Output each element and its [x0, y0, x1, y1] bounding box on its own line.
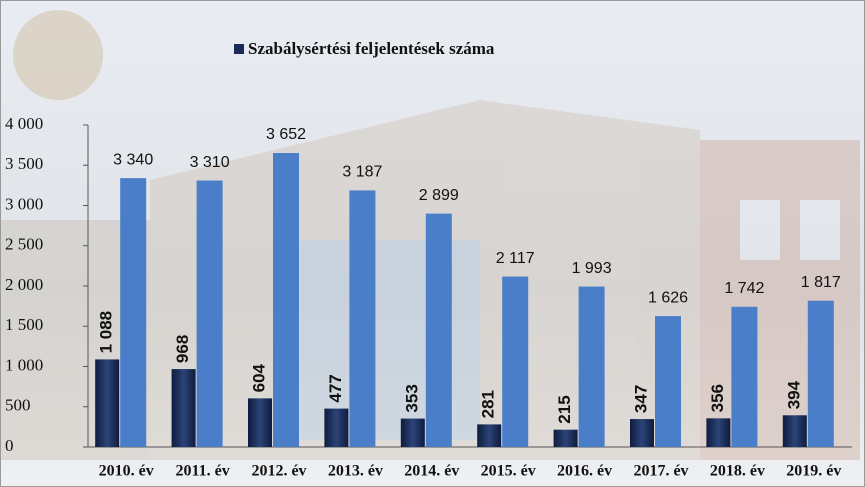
- x-tick-label: 2013. év: [328, 463, 383, 480]
- x-tick-label: 2019. év: [786, 463, 841, 480]
- x-tick-label: 2016. év: [557, 463, 612, 480]
- legend-swatch: [234, 44, 244, 54]
- bar: [579, 287, 605, 447]
- y-tick-label: 1 000: [5, 355, 43, 374]
- y-tick-label: 0: [5, 436, 14, 455]
- value-label: 968: [173, 335, 192, 363]
- value-label: 3 652: [266, 126, 306, 143]
- x-tick-label: 2018. év: [710, 463, 765, 480]
- value-label: 1 817: [801, 274, 841, 291]
- value-label: 477: [326, 374, 345, 402]
- value-label: 604: [249, 363, 268, 392]
- bar: [630, 419, 654, 447]
- bar: [324, 409, 348, 447]
- x-tick-label: 2012. év: [251, 463, 306, 480]
- x-tick-label: 2017. év: [633, 463, 688, 480]
- bar: [349, 190, 375, 447]
- x-tick-label: 2011. év: [175, 463, 229, 480]
- value-label: 3 340: [113, 151, 153, 168]
- value-label: 353: [402, 384, 421, 412]
- bar: [172, 369, 196, 447]
- bar: [120, 178, 146, 447]
- value-label: 356: [708, 384, 727, 412]
- bar: [731, 307, 757, 447]
- value-label: 1 088: [97, 311, 116, 354]
- bar: [655, 316, 681, 447]
- value-label: 347: [631, 385, 650, 413]
- bar: [502, 277, 528, 447]
- chart: Szabálysértési feljelentések száma 0 500 1…: [0, 0, 865, 487]
- x-tick-label: 2014. év: [404, 463, 459, 480]
- legend-label: Szabálysértési feljelentések száma: [248, 39, 495, 58]
- y-tick-label: 3 500: [5, 154, 43, 173]
- bar: [554, 430, 578, 447]
- y-tick-label: 1 500: [5, 315, 43, 334]
- bar: [95, 359, 119, 447]
- value-label: 1 626: [648, 289, 688, 306]
- y-tick-label: 500: [5, 396, 31, 415]
- value-label: 1 742: [724, 280, 764, 297]
- bar: [706, 418, 730, 447]
- y-tick-label: 4 000: [5, 114, 43, 133]
- bar: [783, 415, 807, 447]
- value-label: 3 187: [342, 164, 382, 181]
- value-label: 2 117: [496, 250, 535, 267]
- value-label: 215: [555, 395, 574, 423]
- bar: [248, 398, 272, 447]
- value-label: 394: [784, 380, 803, 409]
- x-tick-label: 2010. év: [99, 463, 154, 480]
- bar: [477, 424, 501, 447]
- x-tick-label: 2015. év: [481, 463, 536, 480]
- bar: [401, 419, 425, 447]
- bar: [426, 214, 452, 447]
- value-label: 281: [479, 390, 498, 418]
- bar: [808, 301, 834, 447]
- y-tick-label: 3 000: [5, 194, 43, 213]
- y-tick-label: 2 500: [5, 235, 43, 254]
- value-label: 1 993: [572, 260, 612, 277]
- bar: [273, 153, 299, 447]
- value-label: 3 310: [190, 154, 230, 171]
- y-tick-label: 2 000: [5, 275, 43, 294]
- value-label: 2 899: [419, 187, 459, 204]
- bar: [197, 181, 223, 447]
